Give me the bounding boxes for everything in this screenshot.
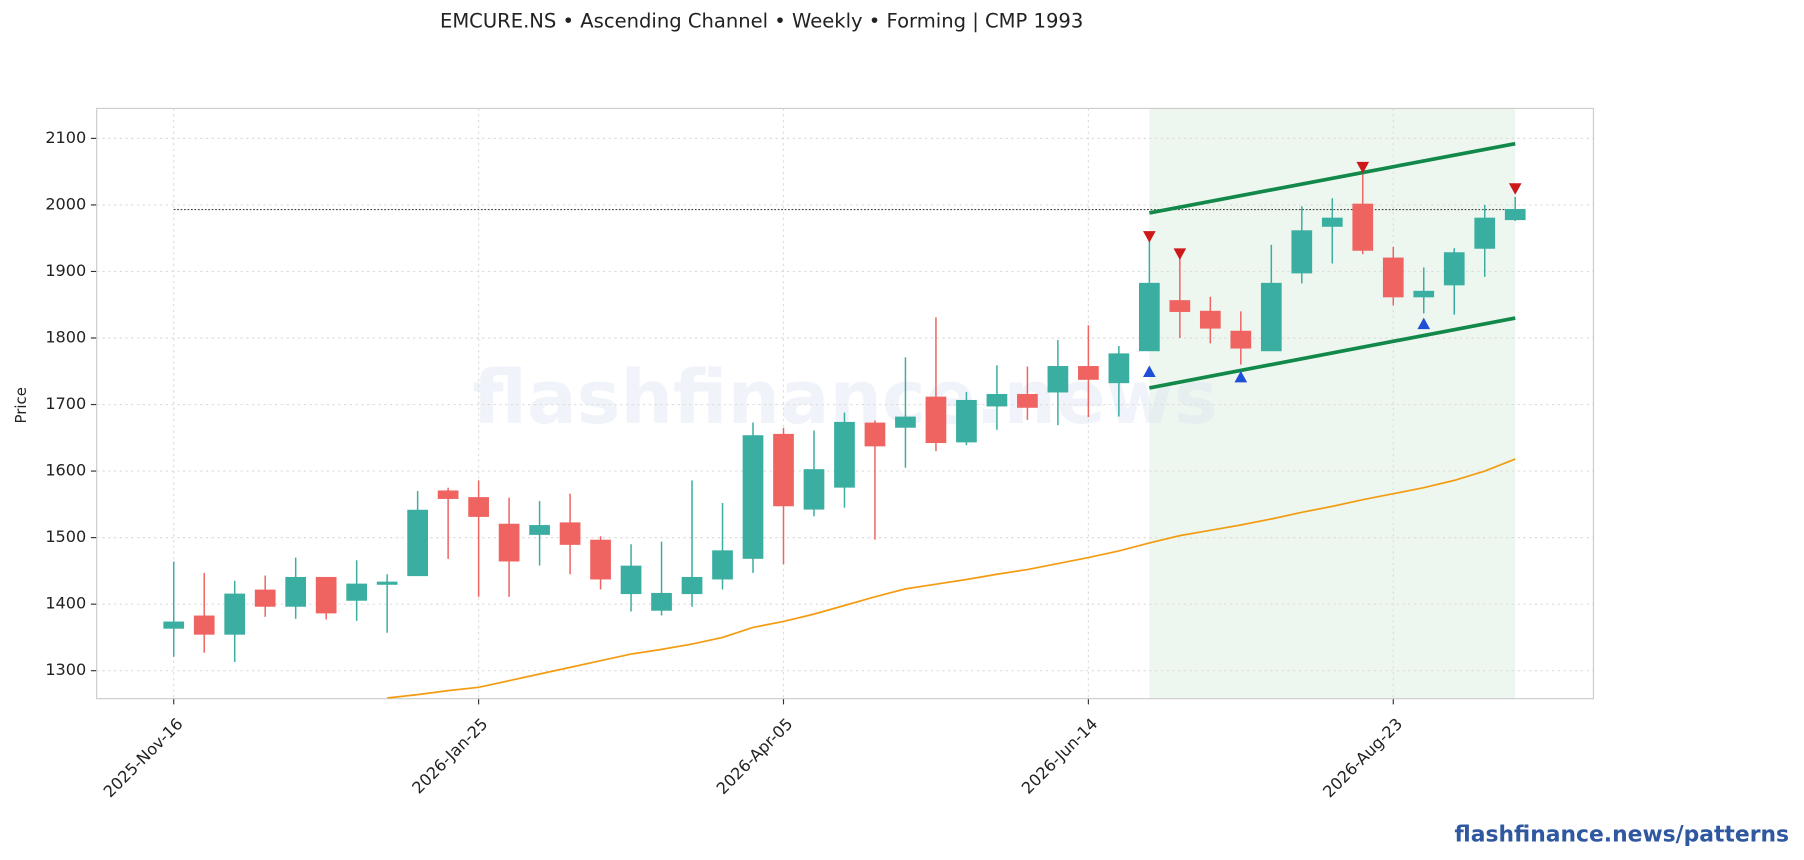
- candle-body: [1047, 366, 1069, 393]
- candle-body: [254, 589, 276, 607]
- candle-body: [712, 550, 733, 580]
- y-tick-label: 1700: [45, 394, 86, 413]
- candle-body: [1352, 203, 1374, 251]
- candle-body: [1413, 290, 1435, 298]
- channel-line: [1149, 316, 1516, 390]
- plot-area: [163, 171, 1526, 699]
- trough-marker: [1417, 317, 1431, 330]
- candle-body: [986, 393, 1008, 407]
- candle-body: [498, 523, 520, 562]
- candle-body: [834, 421, 855, 488]
- footer-link: flashfinance.news/patterns: [1455, 823, 1790, 848]
- y-tick-label: 2000: [45, 194, 86, 213]
- y-tick-label: 1900: [45, 261, 86, 280]
- candle-body: [559, 522, 581, 545]
- candle-body: [1017, 393, 1038, 408]
- candle-body: [1504, 208, 1526, 221]
- candle-body: [346, 583, 368, 601]
- candle-body: [895, 416, 916, 428]
- candle-body: [742, 435, 764, 559]
- peak-marker: [1356, 161, 1370, 174]
- trough-marker: [1143, 365, 1156, 378]
- moving-average-line: [387, 458, 1516, 699]
- peak-marker: [1173, 248, 1187, 260]
- peak-marker: [1508, 183, 1522, 195]
- candle-body: [1443, 252, 1465, 286]
- candle-body: [1474, 217, 1496, 249]
- peak-marker: [1143, 231, 1156, 243]
- y-tick-label: 1400: [45, 594, 86, 613]
- y-tick-label: 1600: [45, 461, 86, 480]
- channel-line: [1149, 141, 1516, 215]
- candle-body: [1139, 282, 1160, 352]
- y-tick-label: 1500: [45, 527, 86, 546]
- candle-body: [803, 469, 825, 510]
- candle-body: [376, 581, 398, 585]
- candle-body: [1199, 310, 1221, 329]
- y-axis-label: Price: [12, 387, 30, 423]
- candle-body: [437, 490, 459, 499]
- candle-body: [315, 576, 337, 614]
- candle-body: [285, 576, 307, 607]
- y-tick-label: 1800: [45, 327, 86, 346]
- trough-marker: [1234, 370, 1248, 383]
- candle-body: [163, 621, 185, 629]
- candle-body: [1321, 217, 1343, 227]
- candle-body: [407, 509, 428, 577]
- candle-body: [468, 497, 489, 517]
- y-tick-label: 1300: [45, 660, 86, 679]
- candle-body: [1291, 230, 1313, 274]
- candle-body: [620, 565, 642, 595]
- candle-body: [1260, 282, 1282, 352]
- candle-body: [925, 396, 947, 444]
- candle-body: [224, 593, 246, 635]
- y-tick-label: 2100: [45, 128, 86, 147]
- candle-body: [651, 592, 672, 611]
- candle-body: [1108, 353, 1130, 384]
- candle-body: [681, 576, 703, 595]
- candle-body: [1169, 300, 1191, 312]
- candle-body: [1230, 330, 1252, 349]
- chart-title: EMCURE.NS • Ascending Channel • Weekly •…: [440, 10, 1083, 33]
- candle-body: [590, 539, 611, 580]
- candle-body: [956, 399, 977, 443]
- plot-frame: [96, 107, 1595, 700]
- candle-body: [193, 615, 215, 635]
- candle-body: [529, 525, 550, 535]
- candle-body: [1382, 257, 1404, 298]
- candle-body: [864, 422, 886, 447]
- candle-body: [1078, 366, 1099, 380]
- candle-body: [773, 433, 794, 507]
